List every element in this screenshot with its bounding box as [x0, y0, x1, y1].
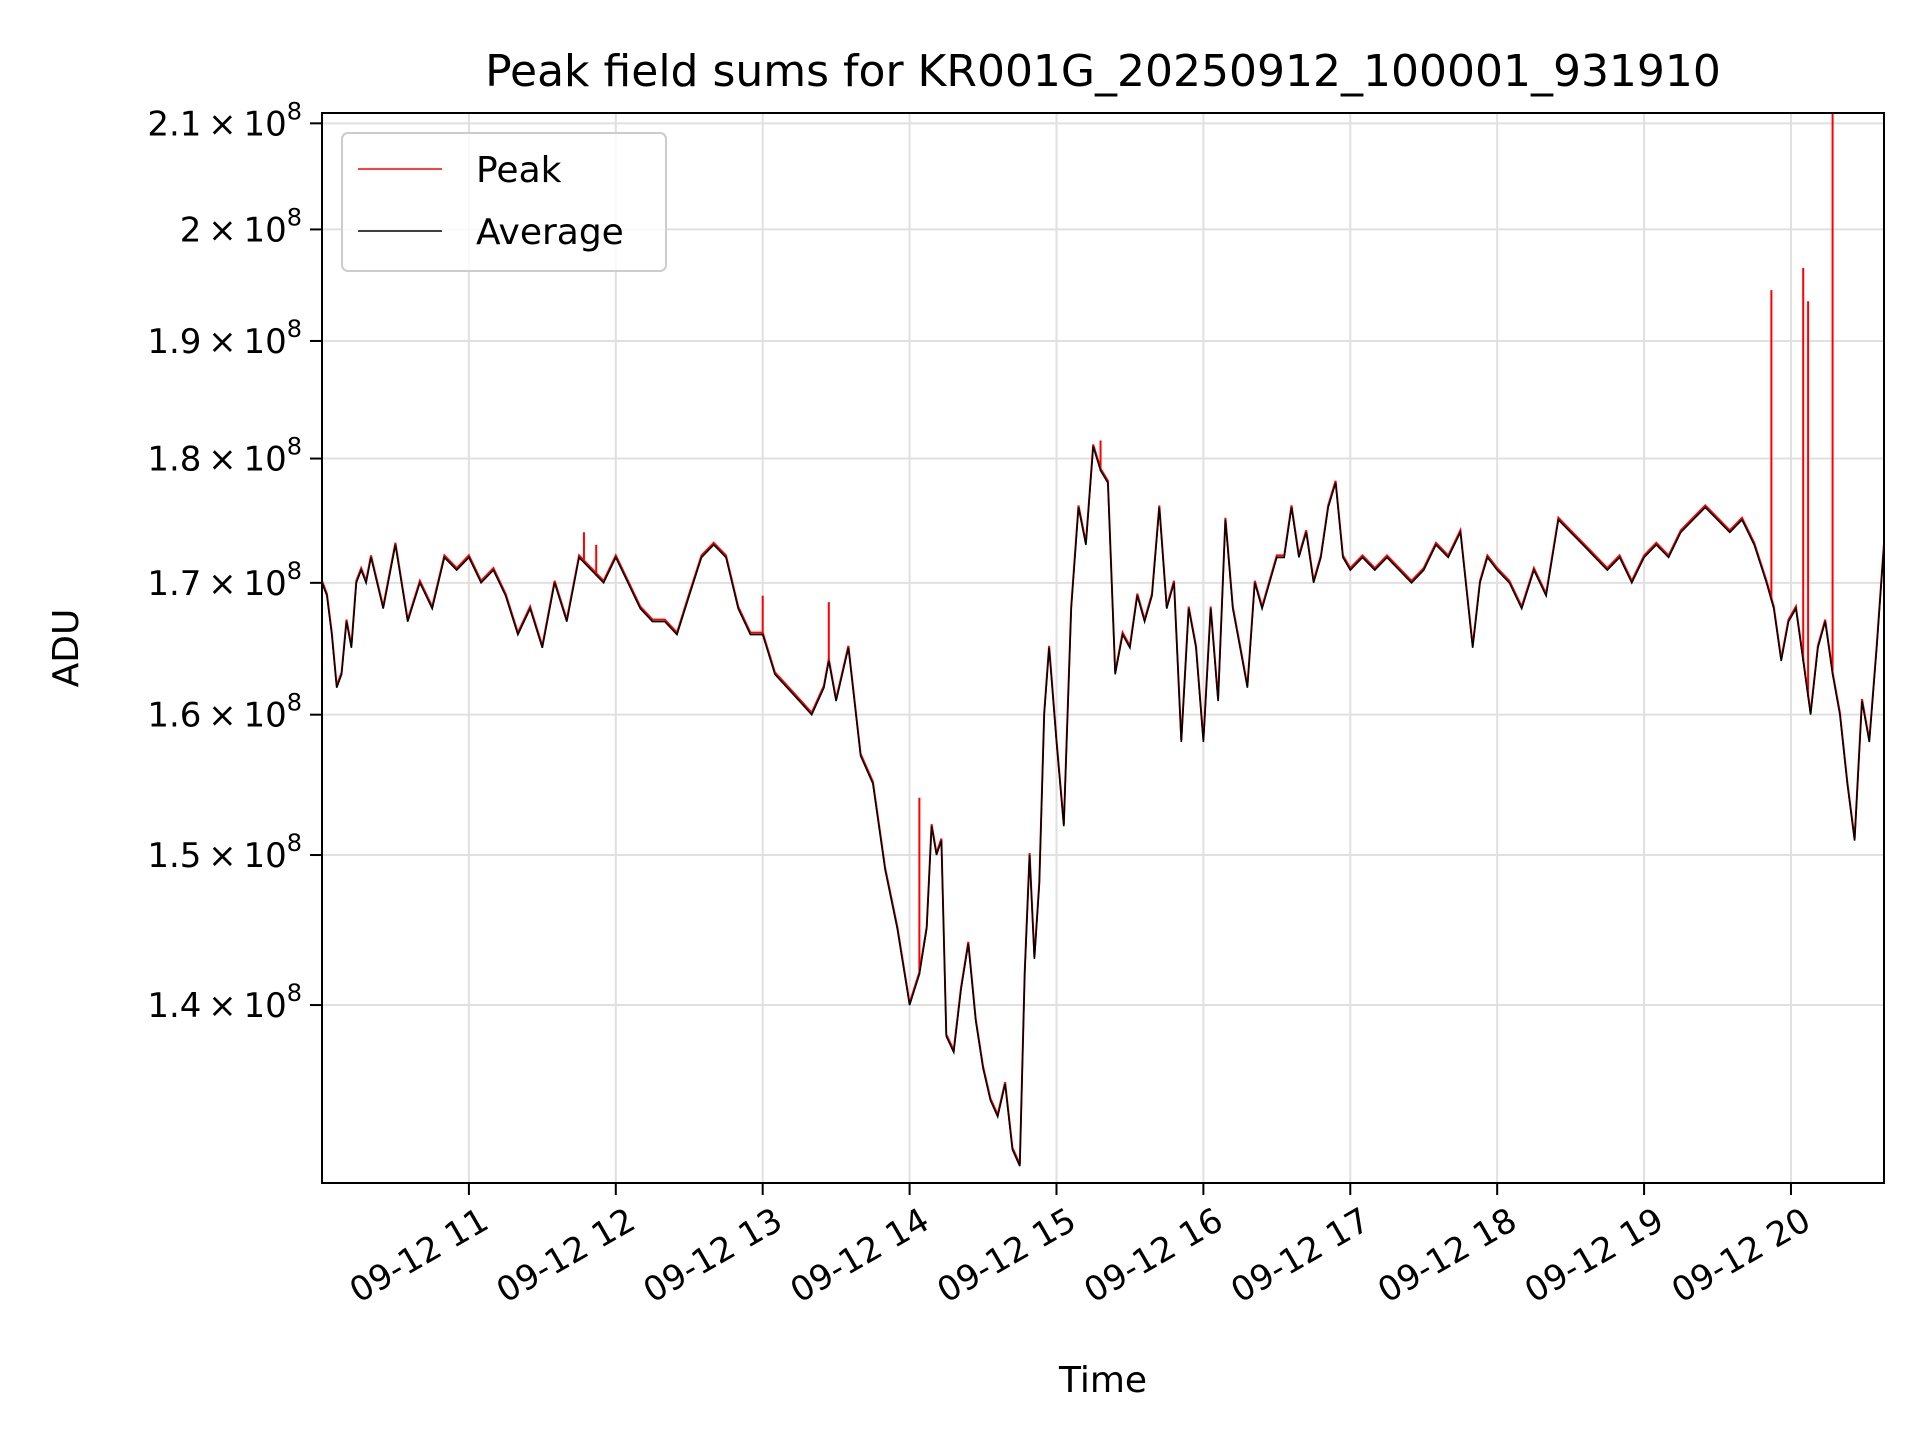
grid	[322, 113, 1884, 1183]
plot-frame	[321, 112, 1885, 1184]
x-axis-label: Time	[1058, 1360, 1147, 1401]
y-tick-label: 1.5 × 108	[147, 829, 302, 876]
y-tick-label: 1.9 × 108	[147, 315, 302, 362]
series-line-peak	[321, 444, 1885, 1165]
legend-label-average: Average	[476, 212, 624, 253]
series-layer	[321, 113, 1885, 1167]
chart-title: Peak field sums for KR001G_20250912_1000…	[485, 46, 1721, 97]
y-tick-label: 1.4 × 108	[147, 979, 302, 1026]
legend-box	[341, 132, 667, 272]
y-tick-label: 1.7 × 108	[147, 557, 302, 604]
legend: Peak Average	[341, 132, 667, 272]
y-tick-label: 2.1 × 108	[147, 97, 302, 144]
legend-label-peak: Peak	[476, 150, 562, 191]
series-line-average	[321, 446, 1885, 1167]
y-axis-label: ADU	[46, 609, 87, 688]
y-tick-label: 2 × 108	[180, 203, 302, 250]
y-tick-label: 1.8 × 108	[147, 433, 302, 480]
y-tick-label: 1.6 × 108	[147, 689, 302, 736]
